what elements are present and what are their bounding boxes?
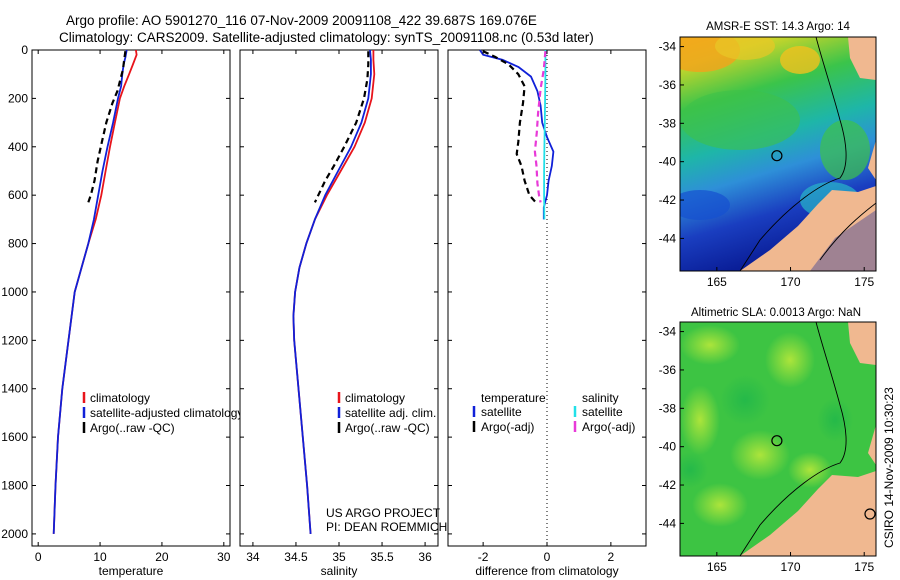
legend-satellite-adjusted: satellite-adjusted climatology xyxy=(90,406,243,420)
sst-map-title: AMSR-E SST: 14.3 Argo: 14 xyxy=(706,21,850,33)
difference-panel: -2 0 2 difference from climatology tempera… xyxy=(447,49,647,578)
project-credit: US ARGO PROJECT xyxy=(326,506,441,520)
y-tick-label: 400 xyxy=(8,140,28,154)
difference-xlabel: difference from climatology xyxy=(475,564,618,578)
y-tick-label: 1000 xyxy=(1,285,28,299)
legend-climatology: climatology xyxy=(90,391,150,405)
y-tick-label: 1600 xyxy=(1,430,28,444)
sst-map-panel: AMSR-E SST: 14.3 Argo: 14 165 170 175 -34 -3… xyxy=(659,21,877,289)
x-tick-label: 10 xyxy=(93,550,107,564)
legend-sal-argo: Argo(-adj) xyxy=(582,420,635,434)
map-y-tick-label: -38 xyxy=(659,116,677,130)
series-line-temperature-argo-adj xyxy=(482,50,537,204)
temperature-legend: climatology satellite-adjusted climatolo… xyxy=(82,391,243,435)
difference-legend: temperature satellite Argo(-adj) salinit… xyxy=(472,391,635,434)
sst-map-ticks: 165 170 175 -34 -36 -38 -40 -42 -44 xyxy=(659,40,875,289)
x-tick-label: 30 xyxy=(217,550,231,564)
map-y-tick-label: -36 xyxy=(659,78,677,92)
y-tick-label: 1800 xyxy=(1,479,28,493)
series-line-argo-raw-qc xyxy=(87,51,127,203)
map-y-tick-label: -36 xyxy=(659,363,677,377)
map-y-tick-label: -44 xyxy=(659,516,677,530)
sla-map-frame xyxy=(679,321,877,557)
figure-title-line2: Climatology: CARS2009. Satellite-adjuste… xyxy=(59,30,594,45)
y-tick-label: 600 xyxy=(8,188,28,202)
y-tick-label: 1400 xyxy=(1,382,28,396)
difference-series-group xyxy=(479,49,555,220)
sla-argo-position-marker xyxy=(771,435,783,447)
salinity-series-group xyxy=(292,49,376,534)
series-line-salinity-argo-adj xyxy=(533,51,547,203)
pi-credit: PI: DEAN ROEMMICH xyxy=(326,520,447,534)
legend-argo: Argo(..raw -QC) xyxy=(345,421,430,435)
csiro-timestamp: CSIRO 14-Nov-2009 10:30:23 xyxy=(882,387,896,548)
series-line-salinity-satellite xyxy=(543,50,547,220)
legend-argo: Argo(..raw -QC) xyxy=(90,421,175,435)
x-tick-label: 36 xyxy=(418,550,432,564)
map-y-tick-label: -38 xyxy=(659,401,677,415)
legend-heading-salinity: salinity xyxy=(582,391,619,405)
salinity-ticks-group: 34 34.5 35 35.5 36 xyxy=(240,49,438,564)
series-line-argo-raw-qc xyxy=(313,51,370,203)
map-y-tick-label: -34 xyxy=(659,325,677,339)
sst-map-frame xyxy=(679,36,877,272)
salinity-panel: 34 34.5 35 35.5 36 salinity climatology sate… xyxy=(239,49,447,578)
difference-ticks-group: -2 0 2 xyxy=(448,49,646,564)
sst-argo-position-marker xyxy=(771,150,783,162)
sla-map-ticks: 165 170 175 -34 -36 -38 -40 -42 -44 xyxy=(659,325,875,574)
x-tick-label: 35 xyxy=(332,550,346,564)
map-x-tick-label: 165 xyxy=(707,275,727,289)
map-y-tick-label: -42 xyxy=(659,478,677,492)
y-tick-label: 1200 xyxy=(1,333,28,347)
map-y-tick-label: -44 xyxy=(659,231,677,245)
map-x-tick-label: 175 xyxy=(854,560,874,574)
x-tick-label: 0 xyxy=(544,550,551,564)
map-x-tick-label: 175 xyxy=(854,275,874,289)
legend-sal-satellite: satellite xyxy=(582,405,623,419)
x-tick-label: 34.5 xyxy=(284,550,308,564)
x-tick-label: 34 xyxy=(246,550,260,564)
legend-satellite-adj: satellite adj. clim. xyxy=(345,406,436,420)
map-y-tick-label: -40 xyxy=(659,155,677,169)
y-tick-label: 800 xyxy=(8,237,28,251)
temperature-ticks-group: 0 10 20 30 0 200 400 600 800 1000 1200 1400 1600 1800… xyxy=(1,43,231,564)
y-tick-label: 2000 xyxy=(1,527,28,541)
legend-climatology: climatology xyxy=(345,391,405,405)
sla-map-image xyxy=(680,322,876,556)
x-tick-label: 0 xyxy=(35,550,42,564)
map-x-tick-label: 165 xyxy=(707,560,727,574)
x-tick-label: 35.5 xyxy=(370,550,394,564)
legend-temp-argo: Argo(-adj) xyxy=(481,420,534,434)
legend-heading-temperature: temperature xyxy=(481,391,546,405)
y-tick-label: 0 xyxy=(21,43,28,57)
x-tick-label: 20 xyxy=(155,550,169,564)
temperature-axes-box xyxy=(31,49,231,547)
x-tick-label: -2 xyxy=(478,550,489,564)
x-tick-label: 2 xyxy=(608,550,615,564)
map-y-tick-label: -34 xyxy=(659,40,677,54)
y-tick-label: 200 xyxy=(8,91,28,105)
map-x-tick-label: 170 xyxy=(781,275,801,289)
sst-map-image xyxy=(680,37,876,271)
temperature-panel: 0 10 20 30 0 200 400 600 800 1000 1200 1400 1600 1800… xyxy=(1,43,243,578)
sla-map-panel: Altimetric SLA: 0.0013 Argo: NaN 165 170 1… xyxy=(659,307,877,574)
legend-temp-satellite: satellite xyxy=(481,405,522,419)
sla-secondary-marker xyxy=(864,508,876,520)
salinity-xlabel: salinity xyxy=(321,564,358,578)
figure-title-line1: Argo profile: AO 5901270_116 07-Nov-2009… xyxy=(66,13,537,28)
salinity-legend: climatology satellite adj. clim. Argo(..… xyxy=(337,391,436,435)
salinity-axes-box xyxy=(239,49,439,547)
temperature-series-group xyxy=(52,49,138,534)
temperature-xlabel: temperature xyxy=(99,564,164,578)
series-line-temperature-satellite xyxy=(479,49,555,220)
series-line-satellite-adj-clim xyxy=(292,49,372,534)
map-y-tick-label: -42 xyxy=(659,193,677,207)
sla-map-title: Altimetric SLA: 0.0013 Argo: NaN xyxy=(691,307,861,319)
map-x-tick-label: 170 xyxy=(781,560,801,574)
map-y-tick-label: -40 xyxy=(659,440,677,454)
